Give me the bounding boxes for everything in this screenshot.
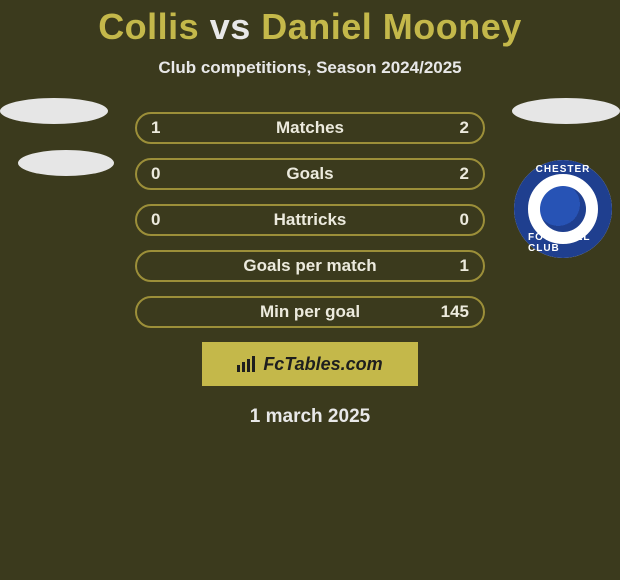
stat-row: 0 Goals 2 xyxy=(135,158,485,190)
watermark: FcTables.com xyxy=(202,342,418,386)
stat-label: Min per goal xyxy=(185,302,435,322)
club-crest: CHESTER FOOTBALL CLUB xyxy=(514,160,612,258)
page-title: Collis vs Daniel Mooney xyxy=(0,0,620,48)
stat-label: Matches xyxy=(185,118,435,138)
stat-row: 1 Matches 2 xyxy=(135,112,485,144)
lion-icon xyxy=(540,186,586,232)
stat-row: 0 Hattricks 0 xyxy=(135,204,485,236)
crest-text-top: CHESTER xyxy=(536,164,591,175)
stat-right-value: 2 xyxy=(435,164,469,184)
content-area: CHESTER FOOTBALL CLUB 1 Matches 2 0 Goal… xyxy=(0,112,620,428)
title-vs: vs xyxy=(199,6,261,47)
title-player2: Daniel Mooney xyxy=(261,6,522,47)
stats-table: 1 Matches 2 0 Goals 2 0 Hattricks 0 Goal… xyxy=(135,112,485,328)
stat-right-value: 2 xyxy=(435,118,469,138)
stat-row: Goals per match 1 xyxy=(135,250,485,282)
left-player-placeholder xyxy=(0,98,114,202)
subtitle: Club competitions, Season 2024/2025 xyxy=(0,58,620,78)
stat-label: Goals xyxy=(185,164,435,184)
stat-left-value: 0 xyxy=(151,164,185,184)
stat-right-value: 145 xyxy=(435,302,469,322)
title-player1: Collis xyxy=(98,6,199,47)
stat-row: Min per goal 145 xyxy=(135,296,485,328)
footer-date: 1 march 2025 xyxy=(8,406,612,428)
stat-left-value: 0 xyxy=(151,210,185,230)
stat-right-value: 1 xyxy=(435,256,469,276)
watermark-text: FcTables.com xyxy=(263,354,382,375)
stat-right-value: 0 xyxy=(435,210,469,230)
placeholder-oval xyxy=(512,98,620,124)
stat-label: Hattricks xyxy=(185,210,435,230)
crest-ring: CHESTER FOOTBALL CLUB xyxy=(514,160,612,258)
stat-left-value: 1 xyxy=(151,118,185,138)
crest-text-bottom: FOOTBALL CLUB xyxy=(528,232,598,254)
stat-label: Goals per match xyxy=(185,256,435,276)
right-player-placeholder xyxy=(512,98,620,150)
placeholder-oval xyxy=(18,150,114,176)
placeholder-oval xyxy=(0,98,108,124)
bar-chart-icon xyxy=(237,356,255,372)
